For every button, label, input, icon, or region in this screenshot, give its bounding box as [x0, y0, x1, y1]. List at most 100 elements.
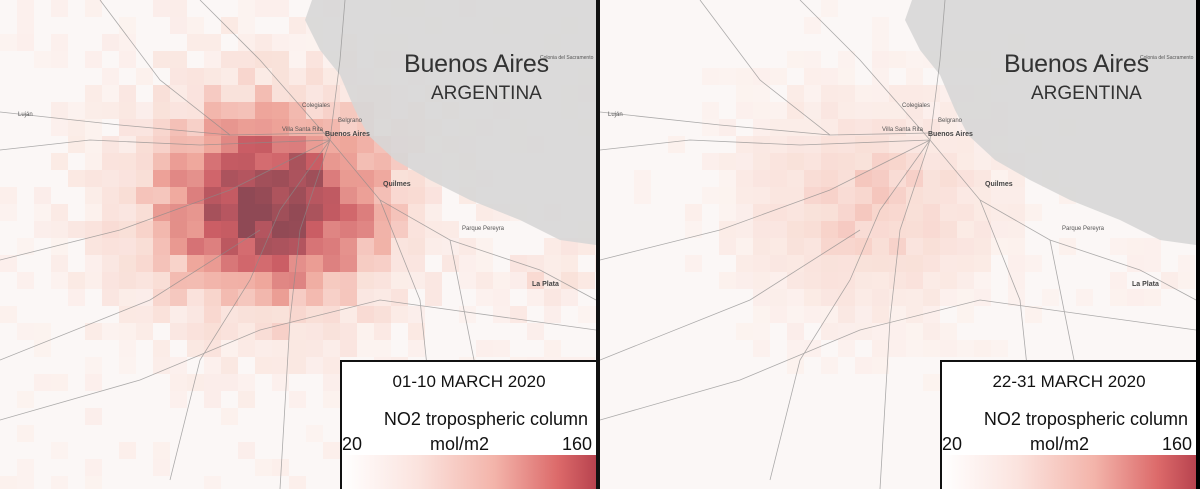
- variable-label: NO2 tropospheric column: [383, 409, 588, 429]
- no2-cell: [872, 357, 889, 374]
- no2-cell: [51, 34, 68, 51]
- no2-cell: [821, 119, 838, 136]
- no2-cell: [221, 17, 238, 34]
- no2-cell: [855, 323, 872, 340]
- no2-cell: [272, 34, 289, 51]
- no2-cell: [736, 136, 753, 153]
- no2-cell: [374, 289, 391, 306]
- place-label-la-plata: La Plata: [532, 281, 559, 288]
- no2-cell: [957, 255, 974, 272]
- scale-min: 20: [942, 434, 963, 454]
- no2-cell: [289, 238, 306, 255]
- no2-cell: [119, 204, 136, 221]
- color-scale-bar: [942, 455, 1196, 489]
- no2-cell: [153, 272, 170, 289]
- no2-cell: [906, 102, 923, 119]
- no2-cell: [906, 238, 923, 255]
- no2-cell: [102, 136, 119, 153]
- no2-cell: [736, 238, 753, 255]
- no2-cell: [119, 119, 136, 136]
- no2-cell: [872, 187, 889, 204]
- no2-cell: [923, 255, 940, 272]
- no2-cell: [238, 442, 255, 459]
- no2-cell: [957, 272, 974, 289]
- no2-cell: [17, 272, 34, 289]
- no2-cell: [221, 323, 238, 340]
- no2-cell: [119, 17, 136, 34]
- no2-cell: [923, 136, 940, 153]
- no2-cell: [170, 323, 187, 340]
- no2-cell: [923, 238, 940, 255]
- no2-cell: [204, 153, 221, 170]
- no2-cell: [255, 459, 272, 476]
- no2-cell: [51, 153, 68, 170]
- no2-cell: [340, 323, 357, 340]
- no2-cell: [306, 357, 323, 374]
- road-line: [99, 0, 231, 136]
- no2-cell: [238, 0, 255, 17]
- no2-cell: [527, 255, 544, 272]
- no2-cell: [889, 255, 906, 272]
- no2-cell: [51, 374, 68, 391]
- no2-cell: [838, 187, 855, 204]
- no2-cell: [340, 272, 357, 289]
- no2-cell: [357, 289, 374, 306]
- no2-cell: [408, 255, 425, 272]
- no2-cell: [170, 51, 187, 68]
- no2-cell: [974, 153, 991, 170]
- no2-cell: [204, 68, 221, 85]
- no2-cell: [255, 34, 272, 51]
- no2-cell: [425, 221, 442, 238]
- no2-cell: [119, 102, 136, 119]
- no2-cell: [153, 102, 170, 119]
- no2-cell: [561, 289, 578, 306]
- no2-cell: [374, 306, 391, 323]
- no2-cell: [872, 136, 889, 153]
- no2-cell: [204, 255, 221, 272]
- road-line: [0, 299, 596, 421]
- no2-grid: [634, 0, 1195, 391]
- no2-cell: [272, 306, 289, 323]
- no2-cell: [221, 102, 238, 119]
- no2-cell: [923, 85, 940, 102]
- no2-cell: [974, 238, 991, 255]
- no2-cell: [272, 187, 289, 204]
- no2-cell: [102, 85, 119, 102]
- no2-cell: [855, 238, 872, 255]
- no2-cell: [1025, 255, 1042, 272]
- no2-cell: [872, 170, 889, 187]
- no2-cell: [306, 68, 323, 85]
- no2-cell: [459, 238, 476, 255]
- no2-cell: [221, 136, 238, 153]
- no2-cell: [510, 272, 527, 289]
- no2-cell: [889, 238, 906, 255]
- no2-cell: [770, 102, 787, 119]
- no2-cell: [289, 357, 306, 374]
- no2-cell: [787, 204, 804, 221]
- no2-cell: [459, 255, 476, 272]
- no2-cell: [1144, 289, 1161, 306]
- road-line: [600, 299, 1196, 421]
- no2-cell: [323, 187, 340, 204]
- no2-cell: [957, 170, 974, 187]
- no2-cell: [804, 272, 821, 289]
- no2-cell: [170, 68, 187, 85]
- no2-cell: [187, 238, 204, 255]
- no2-cell: [238, 221, 255, 238]
- no2-cell: [719, 119, 736, 136]
- no2-cell: [804, 102, 821, 119]
- no2-cell: [272, 102, 289, 119]
- no2-cell: [68, 102, 85, 119]
- no2-cell: [272, 289, 289, 306]
- no2-cell: [306, 85, 323, 102]
- no2-cell: [476, 289, 493, 306]
- no2-cell: [787, 289, 804, 306]
- no2-cell: [306, 221, 323, 238]
- no2-cell: [170, 272, 187, 289]
- no2-cell: [906, 289, 923, 306]
- no2-cell: [102, 153, 119, 170]
- place-label-parque: Parque Pereyra: [462, 226, 505, 232]
- no2-cell: [821, 238, 838, 255]
- no2-cell: [272, 221, 289, 238]
- no2-cell: [889, 204, 906, 221]
